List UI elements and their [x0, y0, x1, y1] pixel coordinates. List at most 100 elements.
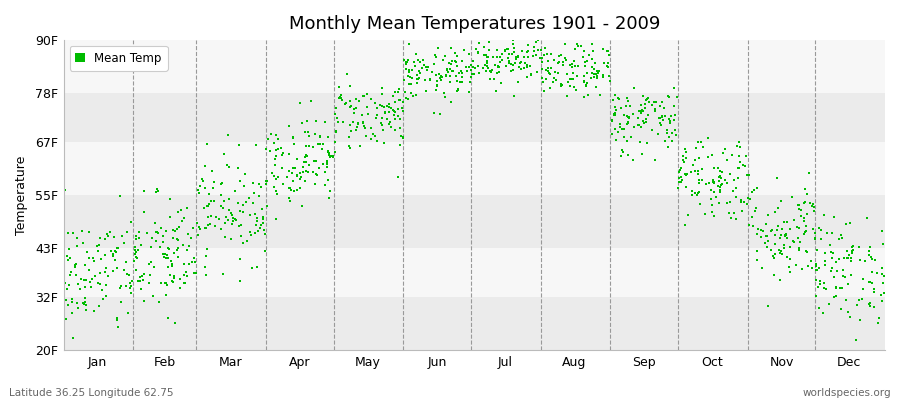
Point: [601, 48, 616, 55]
Point: [70, 235, 85, 241]
Point: [164, 258, 178, 264]
Point: [253, 225, 267, 231]
Point: [321, 194, 336, 201]
Point: [507, 22, 521, 28]
Point: [180, 205, 194, 211]
Point: [720, 199, 734, 206]
Point: [779, 231, 794, 238]
Point: [626, 157, 640, 164]
Point: [399, 60, 413, 66]
Point: [328, 111, 342, 117]
Point: [814, 227, 828, 234]
Point: [361, 110, 375, 117]
Point: [638, 97, 652, 104]
Point: [220, 162, 234, 169]
Point: [191, 187, 205, 194]
Point: [170, 236, 184, 242]
Point: [792, 245, 806, 252]
Point: [712, 177, 726, 184]
Point: [862, 248, 877, 254]
Point: [385, 107, 400, 113]
Point: [292, 170, 307, 176]
Point: [324, 152, 338, 159]
Point: [732, 164, 746, 171]
Point: [265, 169, 279, 176]
Point: [513, 60, 527, 66]
Point: [759, 232, 773, 239]
Point: [535, 75, 549, 81]
Point: [458, 64, 473, 70]
Point: [462, 89, 476, 95]
Point: [269, 188, 284, 194]
Point: [301, 118, 315, 124]
Point: [541, 65, 555, 71]
Point: [392, 116, 407, 122]
Point: [853, 317, 868, 324]
Point: [100, 231, 114, 237]
Point: [395, 134, 410, 141]
Point: [158, 228, 173, 234]
Point: [293, 185, 308, 191]
Bar: [64, 297, 885, 350]
Point: [454, 69, 469, 76]
Point: [501, 51, 516, 57]
Point: [495, 51, 509, 57]
Point: [321, 148, 336, 154]
Point: [775, 250, 789, 257]
Point: [612, 124, 626, 131]
Point: [749, 205, 763, 212]
Point: [507, 48, 521, 55]
Point: [388, 116, 402, 123]
Point: [93, 234, 107, 241]
Point: [166, 275, 181, 282]
Point: [730, 143, 744, 150]
Point: [560, 71, 574, 77]
Point: [472, 40, 487, 46]
Point: [383, 123, 398, 130]
Point: [377, 104, 392, 110]
Point: [587, 74, 601, 80]
Point: [867, 286, 881, 292]
Point: [292, 100, 307, 106]
Point: [79, 307, 94, 313]
Point: [290, 156, 304, 162]
Point: [841, 281, 855, 287]
Point: [808, 236, 823, 242]
Point: [715, 168, 729, 175]
Point: [320, 177, 335, 184]
Point: [101, 232, 115, 239]
Point: [370, 138, 384, 144]
Point: [440, 66, 454, 73]
Point: [644, 127, 659, 133]
Point: [568, 45, 582, 52]
Point: [801, 263, 815, 269]
Point: [454, 79, 469, 85]
Point: [539, 51, 554, 58]
Point: [585, 56, 599, 62]
Point: [223, 236, 238, 242]
Point: [343, 98, 357, 104]
Point: [767, 255, 781, 262]
Point: [481, 54, 495, 60]
Point: [388, 89, 402, 96]
Point: [600, 63, 615, 69]
Point: [633, 138, 647, 145]
Point: [737, 198, 751, 205]
Point: [679, 148, 693, 155]
Point: [742, 172, 756, 178]
Point: [370, 105, 384, 112]
Point: [783, 256, 797, 262]
Point: [862, 279, 877, 286]
Point: [621, 118, 635, 125]
Point: [276, 149, 291, 156]
Point: [232, 278, 247, 285]
Point: [409, 51, 423, 57]
Point: [174, 206, 188, 213]
Point: [639, 116, 653, 122]
Point: [229, 216, 243, 223]
Point: [202, 221, 217, 228]
Point: [766, 253, 780, 259]
Point: [159, 282, 174, 288]
Point: [78, 295, 93, 302]
Point: [217, 151, 231, 158]
